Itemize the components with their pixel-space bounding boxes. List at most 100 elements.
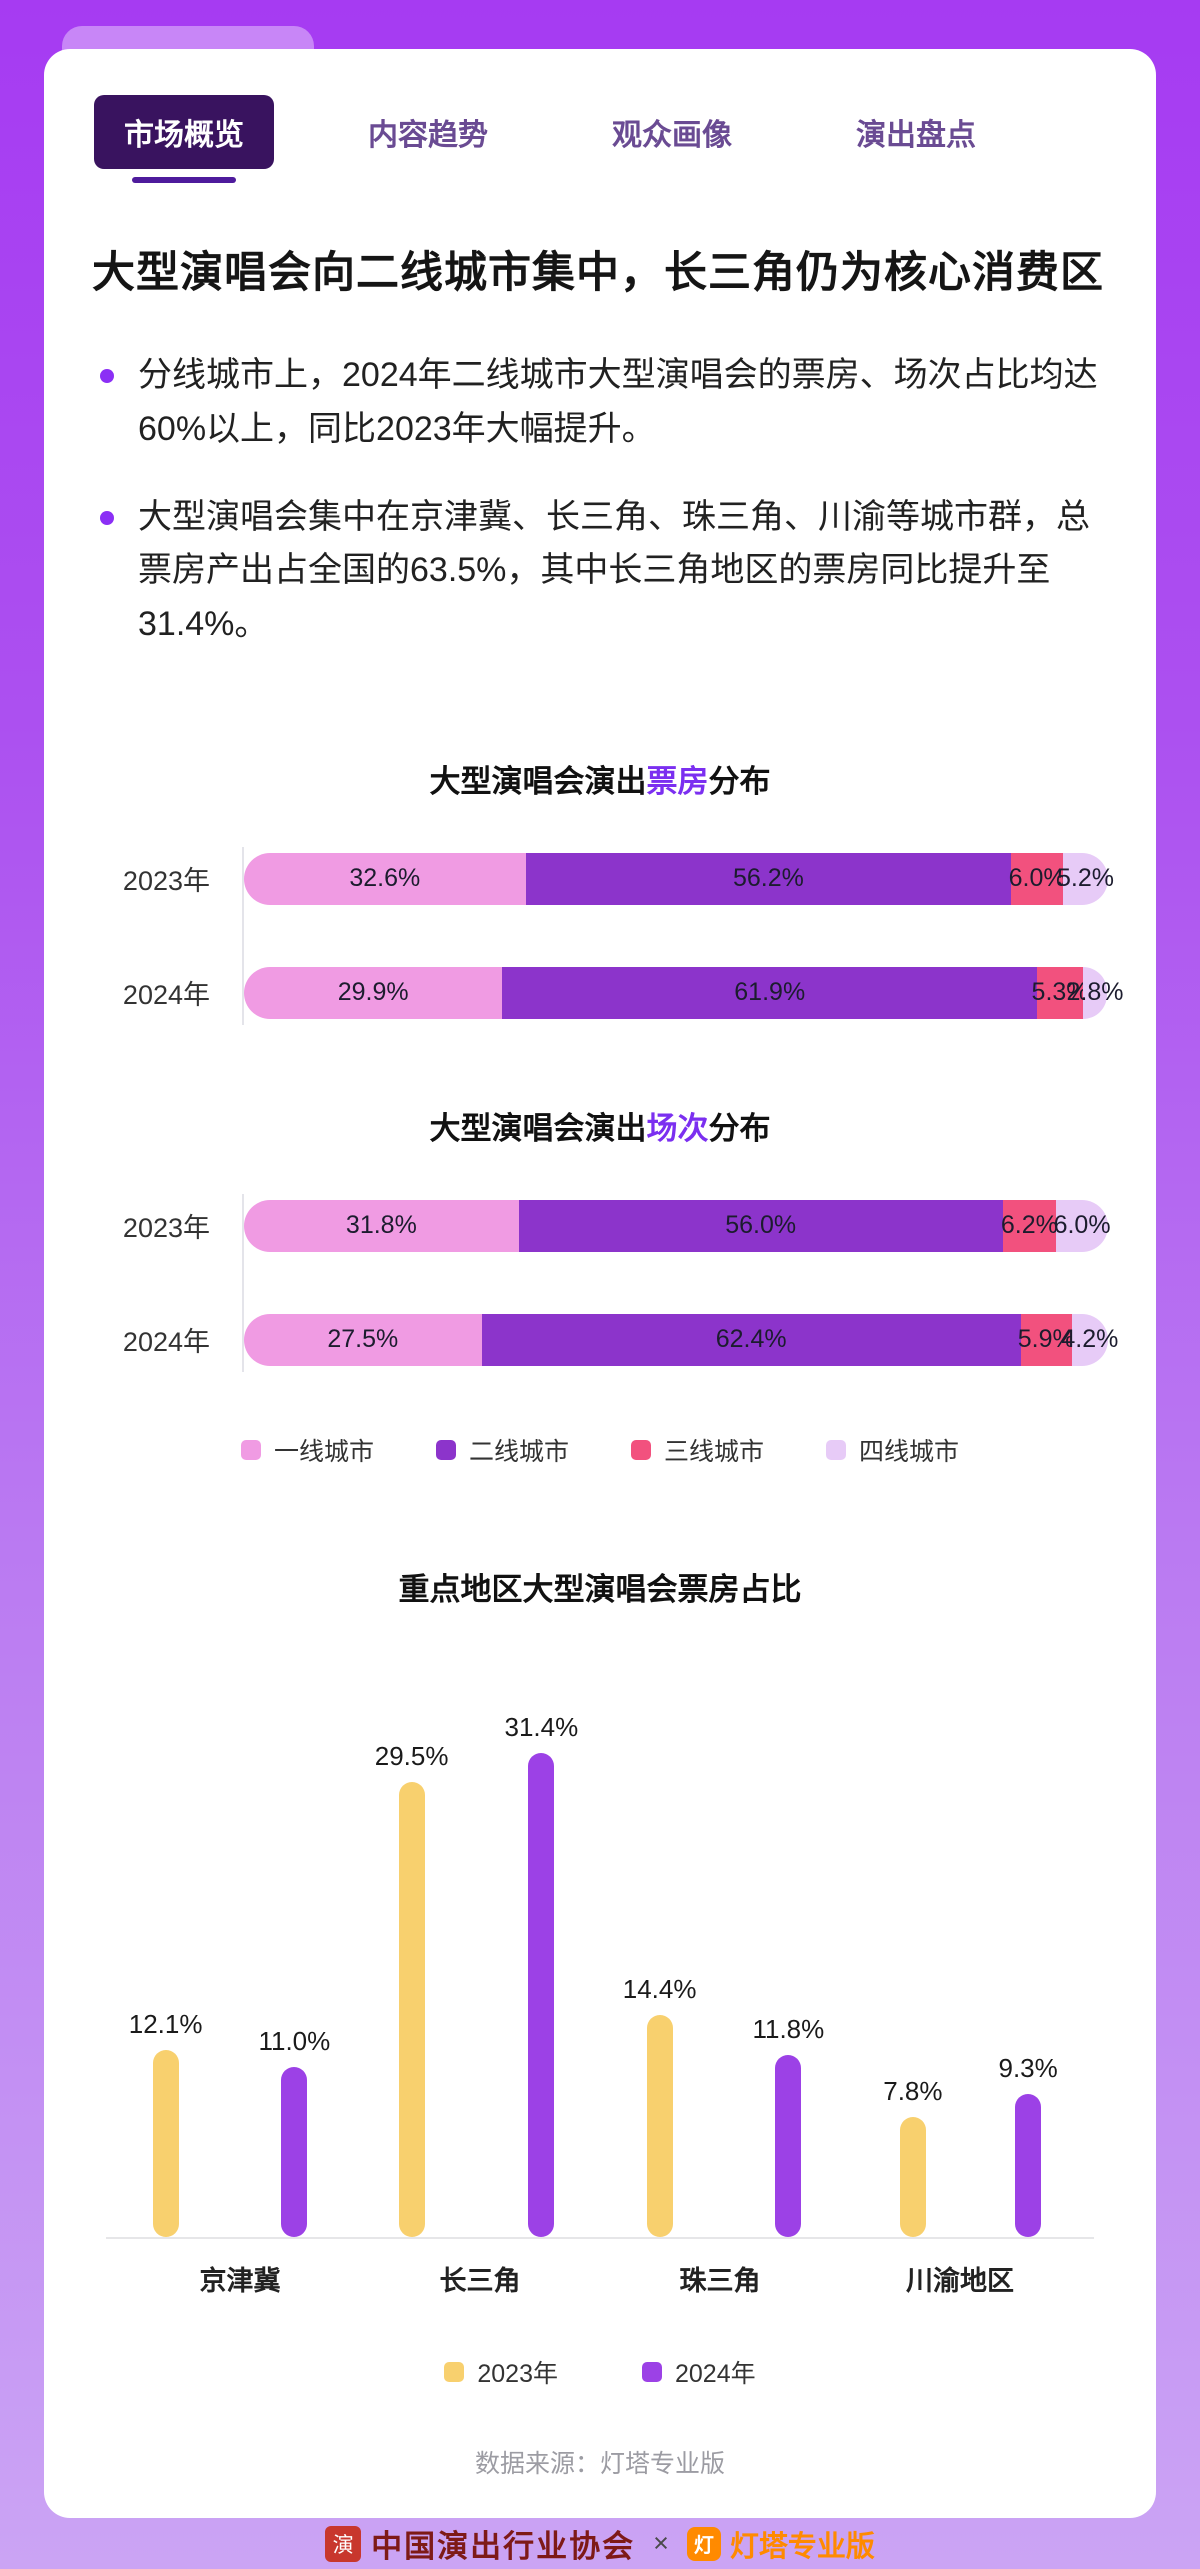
year-legend: 2023年 2024年 [92, 2354, 1108, 2390]
chart-title-prefix: 大型演唱会演出 [429, 763, 647, 799]
association-seal-icon: 演 [325, 2525, 362, 2562]
legend-swatch-icon [826, 1439, 847, 1460]
bar-value-label: 31.4% [504, 1711, 579, 1742]
legend-swatch-icon [444, 2361, 465, 2382]
bar-item: 29.5% [375, 1741, 449, 2237]
bar-segment: 4.2% [1061, 1313, 1118, 1366]
tab-underline [132, 177, 236, 183]
bullet-item: 分线城市上，2024年二线城市大型演唱会的票房、场次占比均达60%以上，同比20… [92, 349, 1108, 456]
row-label: 2024年 [122, 980, 210, 1011]
legend-label: 2024年 [675, 2359, 756, 2388]
bullet-text: 分线城市上，2024年二线城市大型演唱会的票房、场次占比均达60%以上，同比20… [138, 356, 1098, 448]
bar-segment: 31.8% [244, 1199, 519, 1252]
legend-swatch-icon [435, 1439, 456, 1460]
legend-label: 一线城市 [273, 1437, 374, 1466]
bar-item: 7.8% [883, 2075, 943, 2237]
stacked-bar: 29.9% 61.9% 5.3% 2.8% [244, 966, 1124, 1019]
grouped-cats-grid: 京津冀 长三角 珠三角 川渝地区 [120, 2239, 1080, 2298]
data-source: 数据来源：灯塔专业版 [474, 2449, 725, 2478]
brand-logo: 灯 灯塔专业版 [686, 2523, 875, 2565]
stacked-bar-row: 2023年 32.6% 56.2% 6.0% 5.2% [92, 852, 1114, 905]
legend-label: 二线城市 [468, 1437, 569, 1466]
bar-value-label: 9.3% [998, 2052, 1058, 2083]
association-name: 中国演出行业协会 [371, 2529, 636, 2564]
stacked-bar-row: 2024年 29.9% 61.9% 5.3% 2.8% [92, 966, 1124, 1019]
bullet-dot-icon [100, 510, 114, 525]
bar-segment: 6.0% [1009, 852, 1066, 905]
tab-item[interactable]: 市场概览 [94, 95, 274, 183]
beacon-logo-icon: 灯 [686, 2526, 721, 2561]
bar-segment: 27.5% [244, 1313, 482, 1366]
tab-item[interactable]: 观众画像 [582, 95, 762, 183]
legend-item: 一线城市 [240, 1432, 374, 1468]
vertical-bar [775, 2054, 802, 2237]
bar-segment: 56.0% [518, 1199, 1003, 1252]
tab-item[interactable]: 内容趋势 [338, 95, 518, 183]
bullet-dot-icon [100, 369, 114, 384]
bar-value-label: 12.1% [128, 2008, 203, 2039]
bullet-list: 分线城市上，2024年二线城市大型演唱会的票房、场次占比均达60%以上，同比20… [92, 349, 1108, 652]
category-label: 京津冀 [199, 2265, 281, 2296]
bar-segment: 62.4% [481, 1313, 1021, 1366]
chart-title-highlight: 票房 [646, 763, 709, 799]
bar-item: 9.3% [999, 2053, 1058, 2237]
tab-underline [620, 177, 724, 183]
legend-item: 四线城市 [826, 1432, 959, 1468]
bar-segment: 6.2% [1001, 1199, 1058, 1252]
chart-title-prefix: 大型演唱会演出 [429, 1110, 647, 1146]
association-logo: 演 中国演出行业协会 [325, 2521, 635, 2566]
legend-swatch-icon [642, 2361, 662, 2382]
tab-underline [376, 177, 480, 183]
axis-line [242, 846, 244, 1025]
bar-segment: 61.9% [502, 966, 1038, 1019]
stacked-bar: 32.6% 56.2% 6.0% 5.2% [244, 852, 1114, 905]
bar-segment: 56.2% [525, 852, 1012, 905]
legend-swatch-icon [631, 1439, 651, 1460]
legend-label: 2023年 [477, 2359, 558, 2388]
category-label: 珠三角 [679, 2265, 761, 2296]
bar-group: 14.4% 11.8% [600, 1974, 847, 2237]
row-label: 2023年 [122, 1213, 210, 1244]
tab-item[interactable]: 演出盘点 [826, 95, 1006, 183]
bar-group: 29.5% 31.4% [353, 1712, 600, 2237]
bar-item: 12.1% [128, 2008, 203, 2237]
bar-value-label: 7.8% [883, 2075, 943, 2106]
bar-segment: 5.9% [1018, 1313, 1075, 1366]
bar-value-label: 11.0% [258, 2025, 331, 2056]
bar-group: 12.1% 11.0% [106, 2009, 353, 2237]
bar-segment: 29.9% [244, 966, 503, 1019]
tab-label: 观众画像 [612, 119, 732, 152]
bar-item: 31.4% [504, 1711, 579, 2237]
page-title: 大型演唱会向二线城市集中，长三角仍为核心消费区 [92, 249, 1104, 297]
tabs: 市场概览 内容趋势 观众画像 演出盘点 [92, 95, 1108, 183]
city-tier-legend: 一线城市 二线城市 三线城市 四线城市 [92, 1432, 1108, 1468]
brand-name: 灯塔专业版 [729, 2530, 875, 2563]
axis-line [242, 1193, 244, 1372]
chart-title-highlight: 场次 [646, 1110, 709, 1146]
footer: 演 中国演出行业协会 × 灯 灯塔专业版 [0, 2518, 1200, 2569]
stacked-bar-row: 2023年 31.8% 56.0% 6.2% 6.0% [92, 1199, 1111, 1252]
bar-group: 7.8% 9.3% [847, 2053, 1094, 2237]
chart-showcount-distribution: 2023年 31.8% 56.0% 6.2% 6.0% 2024年 27.5% 62.4% 5.… [92, 1193, 1118, 1372]
bar-value-label: 11.8% [752, 2013, 825, 2044]
legend-swatch-icon [240, 1439, 261, 1460]
chart-title-suffix: 分布 [708, 763, 771, 799]
bar-segment: 6.0% [1054, 1199, 1111, 1252]
bar-segment: 5.3% [1032, 966, 1089, 1019]
chart-title-showcount: 大型演唱会演出场次分布 [92, 1103, 1108, 1148]
bullet-item: 大型演唱会集中在京津冀、长三角、珠三角、川渝等城市群，总票房产出占全国的63.5… [92, 491, 1108, 652]
tab-underline [864, 177, 968, 183]
vertical-bar [398, 1781, 425, 2237]
row-label: 2023年 [122, 866, 210, 897]
legend-label: 四线城市 [859, 1437, 960, 1466]
footer-separator: × [653, 2528, 669, 2558]
category-label: 长三角 [439, 2265, 521, 2296]
bullet-text: 大型演唱会集中在京津冀、长三角、珠三角、川渝等城市群，总票房产出占全国的63.5… [138, 497, 1090, 644]
bar-segment: 2.8% [1067, 966, 1124, 1019]
tab-label: 内容趋势 [368, 119, 488, 152]
legend-item: 2023年 [444, 2354, 558, 2390]
chart-boxoffice-distribution: 2023年 32.6% 56.2% 6.0% 5.2% 2024年 29.9% 61.9% 5.… [92, 846, 1124, 1025]
market-overview-card: 市场概览 内容趋势 观众画像 演出盘点 大型演唱会向二线城市集中，长三角仍为核心消费区… [44, 49, 1156, 2518]
vertical-bar [152, 2049, 179, 2237]
